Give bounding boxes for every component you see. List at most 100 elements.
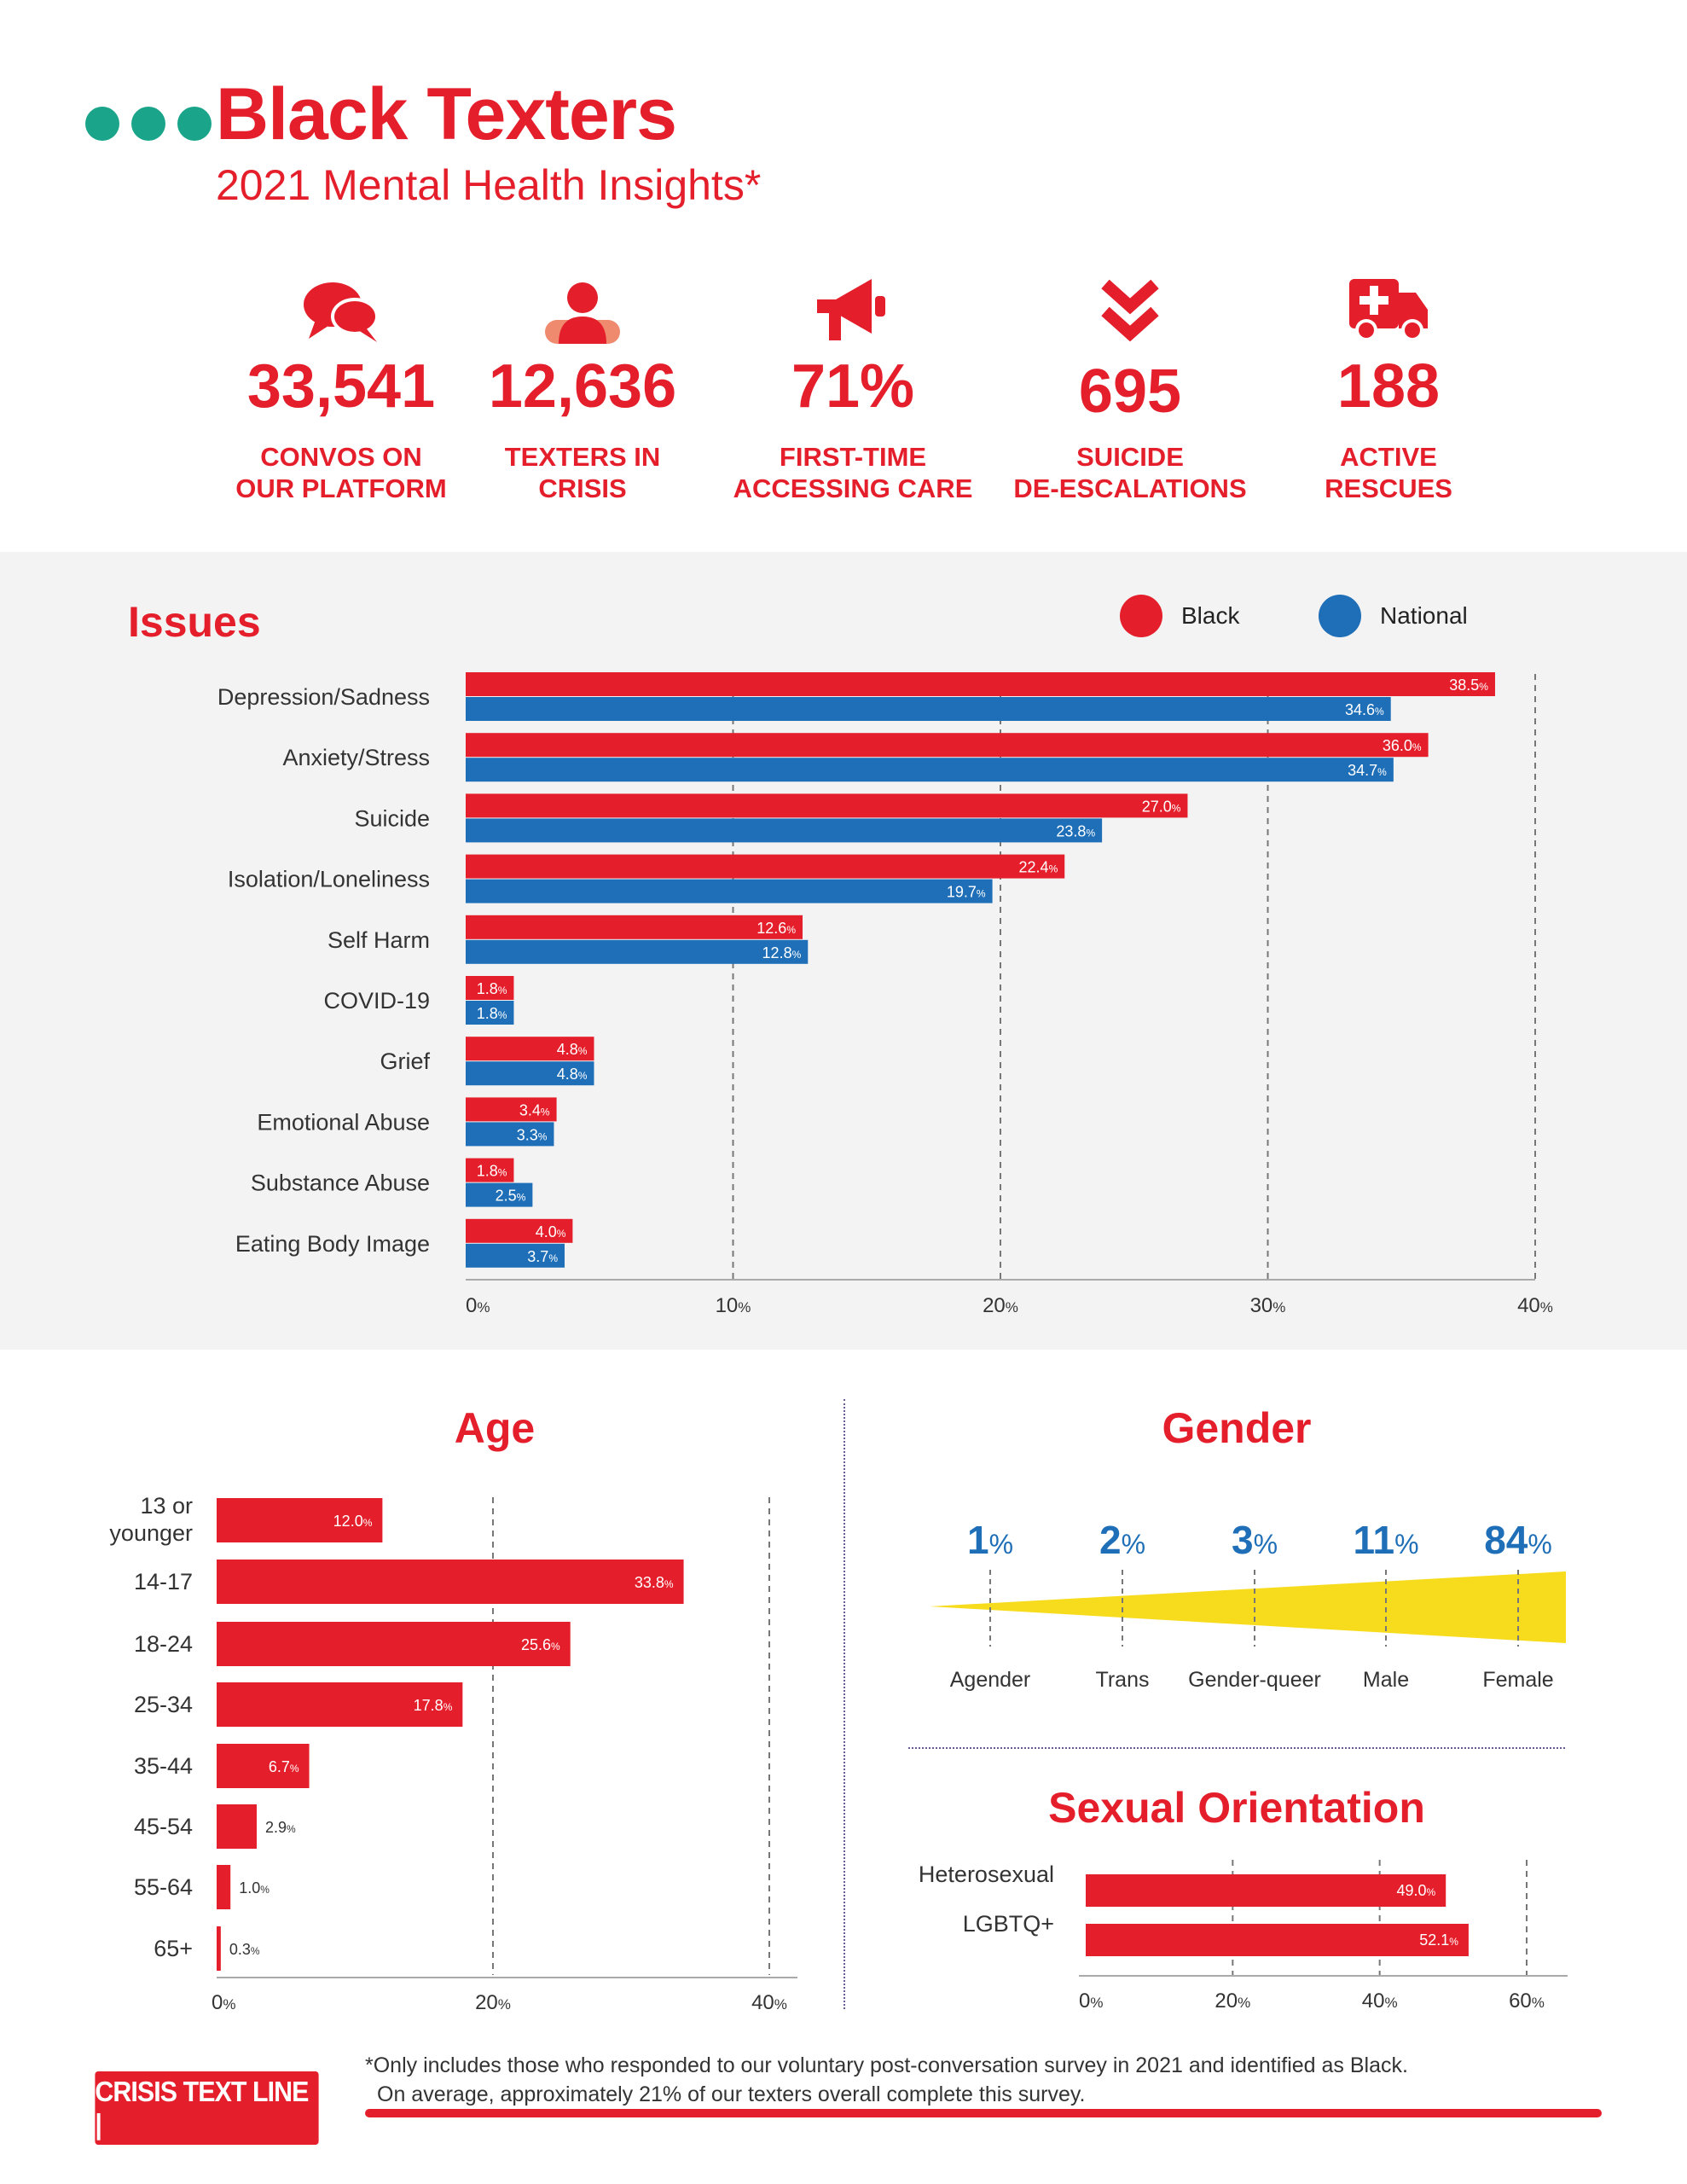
bar-national bbox=[466, 939, 809, 964]
data-label: 34.6% bbox=[1345, 701, 1384, 718]
data-label: 23.8% bbox=[1056, 822, 1095, 839]
category-label: Anxiety/Stress bbox=[282, 745, 430, 770]
bar-national bbox=[466, 1122, 554, 1147]
bar-national bbox=[466, 1243, 565, 1268]
category-label: Grief bbox=[380, 1048, 430, 1074]
bar-black bbox=[466, 1097, 557, 1122]
category-label: 45-54 bbox=[134, 1814, 193, 1839]
data-label: 27.0% bbox=[1142, 798, 1181, 815]
orientation-title: Sexual Orientation bbox=[1048, 1784, 1425, 1832]
gender-value: 3% bbox=[1231, 1518, 1278, 1562]
stat-label: TEXTERS IN CRISIS bbox=[504, 442, 661, 504]
stat-rescues: 188 ACTIVE RESCUES bbox=[1252, 269, 1525, 504]
bar-national bbox=[466, 697, 1391, 721]
data-label: 2.5% bbox=[496, 1188, 526, 1205]
age-bar bbox=[217, 1744, 310, 1788]
category-label: Self Harm bbox=[328, 927, 430, 953]
page-subtitle: 2021 Mental Health Insights* bbox=[216, 161, 762, 209]
category-label: 55-64 bbox=[134, 1874, 193, 1900]
legend-label: Black bbox=[1181, 602, 1240, 629]
gender-wedge bbox=[930, 1571, 1566, 1643]
stat-label: ACTIVE RESCUES bbox=[1325, 442, 1452, 504]
data-label: 4.8% bbox=[557, 1066, 588, 1083]
x-tick-label: 40% bbox=[1362, 1989, 1398, 2013]
category-label: COVID-19 bbox=[323, 988, 430, 1014]
data-label: 3.4% bbox=[519, 1101, 550, 1118]
bar-black bbox=[466, 1037, 594, 1061]
gender-label: Agender bbox=[949, 1668, 1031, 1692]
age-title: Age bbox=[454, 1404, 536, 1452]
data-label: 22.4% bbox=[1019, 859, 1058, 876]
stat-value: 695 bbox=[1078, 357, 1182, 426]
section-divider bbox=[844, 1399, 845, 2009]
bar-black bbox=[466, 1218, 573, 1243]
legend-item-black: Black bbox=[1120, 595, 1239, 637]
footnote: *Only includes those who responded to ou… bbox=[365, 2052, 1408, 2110]
category-label: Suicide bbox=[354, 805, 430, 831]
bar-black bbox=[466, 672, 1495, 696]
stats-row: 33,541 CONVOS ON OUR PLATFORM 12,636 TEXT… bbox=[205, 269, 1467, 503]
data-label: 4.0% bbox=[536, 1223, 566, 1240]
x-tick-label: 40% bbox=[1517, 1294, 1553, 1317]
stat-convos: 33,541 CONVOS ON OUR PLATFORM bbox=[205, 269, 478, 504]
x-tick-label: 20% bbox=[983, 1294, 1018, 1317]
data-label: 33.8% bbox=[635, 1574, 674, 1591]
data-label: 34.7% bbox=[1348, 762, 1387, 779]
gender-label: Gender-queer bbox=[1188, 1668, 1321, 1692]
age-bar bbox=[217, 1498, 383, 1542]
gender-divider bbox=[908, 1747, 1565, 1749]
crisis-text-line-logo: CRISIS TEXT LINE | bbox=[95, 2071, 319, 2145]
gender-label: Trans bbox=[1095, 1668, 1150, 1692]
dot-icon bbox=[177, 107, 212, 141]
x-tick-label: 0% bbox=[1079, 1989, 1103, 2013]
ambulance-icon bbox=[1252, 269, 1525, 346]
decorative-dots bbox=[85, 107, 212, 141]
gender-value: 84% bbox=[1484, 1518, 1552, 1562]
data-label: 12.6% bbox=[757, 920, 796, 937]
data-label: 49.0% bbox=[1396, 1882, 1435, 1899]
stat-value: 188 bbox=[1336, 352, 1441, 421]
x-tick-label: 10% bbox=[716, 1294, 751, 1317]
data-label: 1.8% bbox=[477, 1163, 507, 1180]
person-icon bbox=[446, 269, 719, 346]
dot-icon bbox=[85, 107, 119, 141]
legend-swatch-blue bbox=[1319, 595, 1361, 637]
stat-label: CONVOS ON OUR PLATFORM bbox=[235, 442, 447, 504]
age-chart: 0% 20% 40% 13 or younger 12.0% 14-17 33.8% 18-24… bbox=[109, 1493, 797, 2014]
category-label: Depression/Sadness bbox=[217, 684, 430, 710]
category-label: 25-34 bbox=[134, 1692, 193, 1717]
data-label: 25.6% bbox=[521, 1636, 560, 1653]
footnote-line-2: On average, approximately 21% of our tex… bbox=[377, 2082, 1086, 2106]
category-label: Eating Body Image bbox=[235, 1231, 430, 1257]
chat-bubbles-icon bbox=[205, 269, 478, 346]
age-bar bbox=[217, 1926, 221, 1971]
category-label: 14-17 bbox=[134, 1569, 193, 1594]
data-label: 2.9% bbox=[265, 1819, 296, 1836]
bar-black bbox=[466, 976, 514, 1000]
x-tick-label: 30% bbox=[1250, 1294, 1286, 1317]
data-label: 0.3% bbox=[229, 1941, 260, 1958]
data-label: 12.0% bbox=[333, 1513, 373, 1530]
x-tick-label: 20% bbox=[475, 1991, 511, 2014]
gender-value: 2% bbox=[1099, 1518, 1146, 1562]
bar-black bbox=[466, 733, 1429, 758]
issues-title: Issues bbox=[128, 598, 261, 646]
gender-label: Male bbox=[1362, 1668, 1410, 1692]
dot-icon bbox=[131, 107, 165, 141]
gender-value: 1% bbox=[966, 1518, 1014, 1562]
data-label: 17.8% bbox=[414, 1697, 453, 1714]
stat-label: FIRST-TIME ACCESSING CARE bbox=[733, 442, 973, 504]
data-label: 1.8% bbox=[477, 980, 507, 997]
data-label: 19.7% bbox=[947, 884, 986, 901]
gender-value: 11% bbox=[1353, 1518, 1419, 1562]
category-label: Heterosexual bbox=[919, 1862, 1054, 1887]
data-label: 3.3% bbox=[517, 1126, 548, 1143]
category-label: Substance Abuse bbox=[251, 1170, 430, 1196]
stat-value: 33,541 bbox=[246, 352, 436, 421]
footer-rule bbox=[365, 2109, 1602, 2117]
age-bar bbox=[217, 1804, 257, 1849]
orientation-bar bbox=[1086, 1874, 1446, 1907]
orientation-bar bbox=[1086, 1924, 1469, 1956]
legend-label: National bbox=[1380, 602, 1468, 629]
stat-value: 71% bbox=[791, 352, 915, 421]
